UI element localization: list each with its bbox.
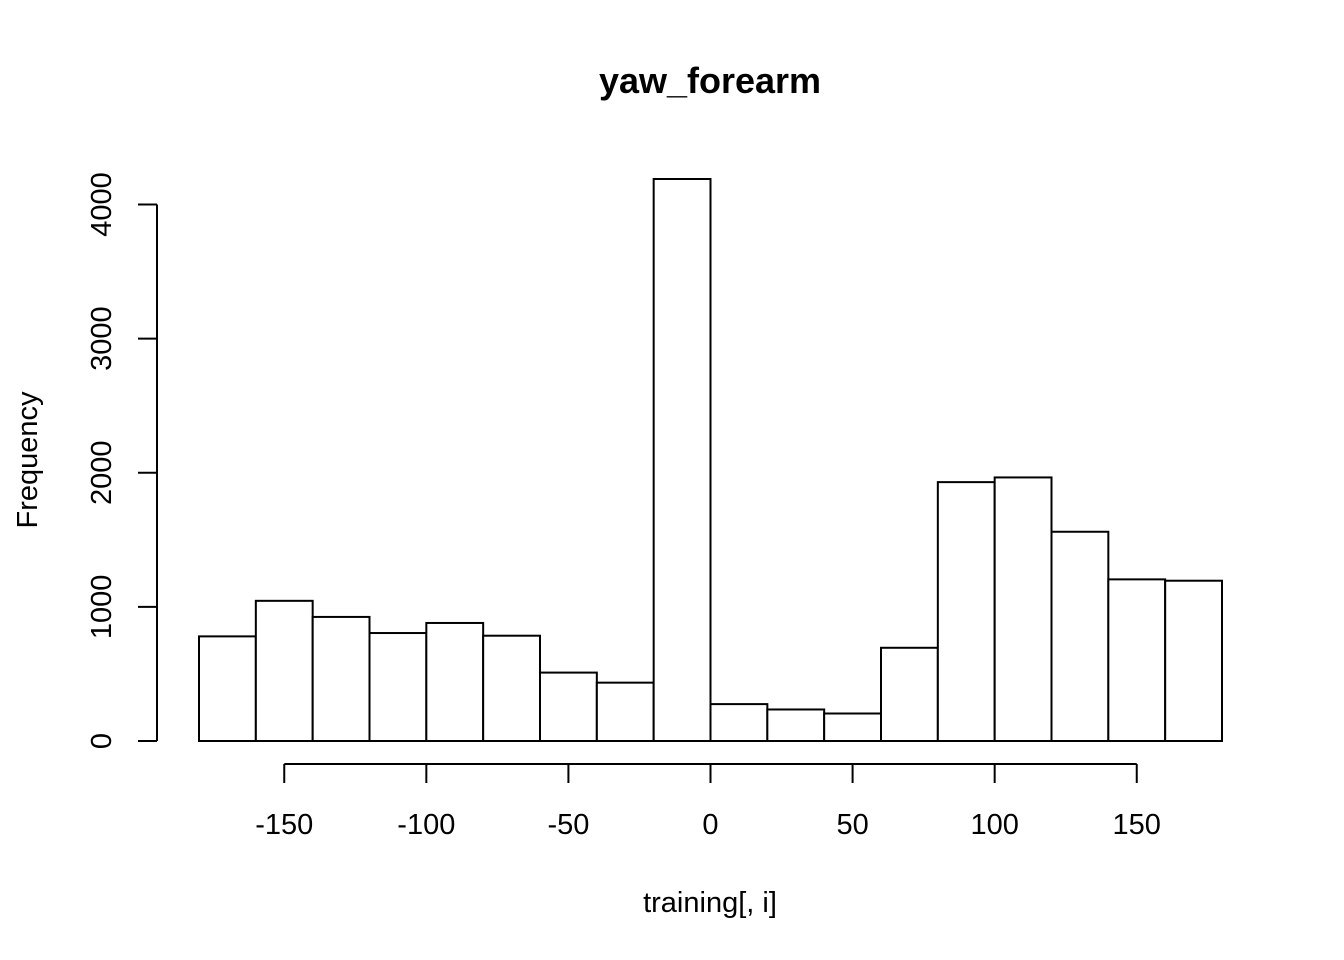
x-axis-label: training[, i]	[643, 887, 777, 919]
y-axis: 0 1000 2000 3000 4000	[86, 172, 158, 749]
histogram-bar	[311, 615, 371, 742]
y-tick-label: 3000	[86, 306, 118, 371]
x-tick-label: -50	[547, 809, 589, 841]
histogram-bar	[539, 671, 598, 743]
histogram-bar	[1164, 579, 1223, 743]
histogram-bar	[993, 476, 1053, 742]
histogram-bar	[368, 632, 428, 742]
histogram-bar	[709, 703, 769, 743]
histogram-bar	[425, 621, 485, 743]
x-tick-label: 150	[1113, 809, 1161, 841]
histogram-bar	[1107, 578, 1167, 742]
chart-title: yaw_forearm	[599, 60, 821, 101]
y-tick-label: 4000	[86, 172, 118, 237]
histogram-bar	[880, 646, 939, 743]
histogram-bar	[595, 681, 655, 742]
histogram-bar	[198, 635, 257, 742]
x-tick-label: -150	[255, 809, 313, 841]
histogram-bar	[766, 708, 826, 743]
bars-group	[198, 178, 1223, 743]
x-axis: -150 -100 -50 0 50 100 150	[255, 763, 1161, 841]
y-tick-label: 1000	[86, 575, 118, 640]
histogram-bar	[936, 481, 996, 742]
histogram-bar	[482, 634, 541, 742]
y-axis-label: Frequency	[12, 391, 44, 529]
histogram-bar	[1050, 530, 1110, 743]
y-tick-label: 0	[86, 733, 118, 749]
histogram-bar	[652, 178, 712, 742]
x-tick-label: 100	[970, 809, 1018, 841]
x-tick-label: 50	[836, 809, 868, 841]
x-tick-label: -100	[397, 809, 455, 841]
histogram-bar	[254, 599, 314, 742]
histogram-bar	[823, 712, 883, 743]
x-tick-label: 0	[702, 809, 718, 841]
y-tick-label: 2000	[86, 440, 118, 505]
